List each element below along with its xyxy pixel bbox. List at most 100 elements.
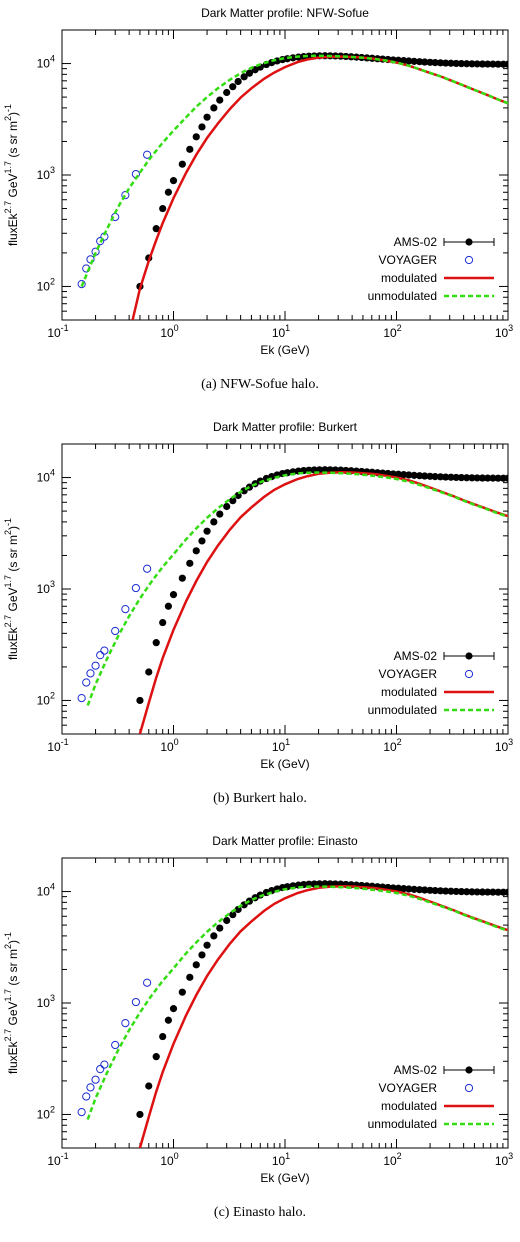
data-point-voyager (121, 1019, 130, 1028)
data-point-ams-02 (136, 696, 144, 705)
data-point-ams-02 (457, 59, 466, 68)
data-point-ams-02 (421, 58, 429, 66)
y-axis-label-part: fluxEk (6, 212, 20, 246)
x-tick-label-base: 10 (495, 1154, 509, 1168)
legend-label-ams-02: AMS-02 (394, 1063, 438, 1077)
data-point-ams-02 (442, 473, 450, 481)
y-axis-label-part: 1.7 (3, 161, 13, 174)
x-tick-label-exp: -1 (61, 737, 69, 747)
data-point-ams-02 (186, 973, 194, 981)
x-axis-label: Ek (GeV) (260, 757, 309, 771)
y-tick-label: 104 (37, 468, 55, 485)
x-tick-label: 102 (383, 1151, 401, 1168)
y-tick-label: 102 (37, 690, 55, 707)
y-axis-label-part: ) (6, 112, 20, 116)
y-axis-label-part: GeV (6, 1001, 20, 1028)
data-point-ams-02 (210, 104, 218, 112)
legend-label-ams-02: AMS-02 (394, 235, 438, 249)
legend-label-modulated: modulated (381, 1099, 437, 1113)
data-point-voyager (86, 1083, 95, 1092)
chart-title: Dark Matter profile: Burkert (213, 420, 358, 434)
data-point-ams-02 (159, 1032, 167, 1041)
x-tick-label: 101 (272, 323, 290, 340)
y-axis-label: fluxEk2.7 GeV1.7 (s sr m2)-1 (3, 518, 20, 660)
legend-label-modulated: modulated (381, 271, 437, 285)
data-point-ams-02 (169, 177, 178, 185)
y-tick-label-base: 10 (37, 693, 51, 707)
data-point-ams-02 (447, 473, 455, 481)
data-point-ams-02 (192, 961, 200, 969)
data-point-ams-02 (159, 204, 167, 213)
x-tick-label-base: 10 (160, 740, 174, 754)
data-point-voyager (131, 997, 140, 1007)
data-point-voyager (82, 678, 91, 687)
x-tick-label-exp: 0 (174, 737, 179, 747)
x-tick-label: 101 (272, 1151, 290, 1168)
data-point-voyager (121, 605, 130, 614)
data-point-ams-02 (223, 916, 231, 925)
x-tick-label: 100 (160, 323, 178, 340)
data-point-voyager (77, 279, 86, 289)
data-point-ams-02 (431, 472, 439, 481)
data-point-ams-02 (400, 471, 408, 479)
x-tick-label: 102 (383, 737, 401, 754)
y-axis-label-part: fluxEk (6, 1040, 20, 1074)
data-point-ams-02 (289, 54, 297, 62)
data-point-ams-02 (436, 59, 445, 67)
data-point-ams-02 (216, 510, 224, 518)
y-tick-label: 104 (37, 882, 55, 899)
data-point-ams-02 (473, 60, 481, 68)
y-tick-label-base: 10 (37, 168, 51, 182)
chart-title: Dark Matter profile: Einasto (212, 834, 358, 848)
data-point-ams-02 (405, 57, 413, 65)
data-point-ams-02 (436, 473, 445, 481)
data-point-ams-02 (394, 884, 402, 892)
data-point-ams-02 (468, 888, 476, 896)
y-tick-label: 103 (37, 165, 55, 182)
chart-panel-einasto: Dark Matter profile: Einasto 10-1 100 101 10… (0, 828, 520, 1242)
data-point-voyager (86, 669, 95, 678)
legend-marker-ams-02 (465, 1066, 473, 1074)
x-tick-label-exp: -1 (61, 1151, 69, 1161)
data-point-ams-02 (484, 474, 492, 482)
plot-frame (61, 29, 509, 321)
y-tick-label-exp: 4 (50, 54, 55, 64)
x-tick-label-exp: 1 (285, 323, 290, 333)
data-point-ams-02 (452, 887, 460, 896)
legend-label-modulated: modulated (381, 685, 437, 699)
y-tick-label-base: 10 (37, 582, 51, 596)
data-point-ams-02 (431, 886, 439, 895)
data-point-ams-02 (216, 924, 224, 932)
data-point-voyager (77, 1107, 86, 1117)
x-tick-label-base: 10 (272, 1154, 286, 1168)
x-tick-label-base: 10 (383, 1154, 397, 1168)
x-tick-label: 10-1 (47, 737, 68, 754)
x-tick-label-exp: 0 (174, 323, 179, 333)
legend-marker-ams-02 (465, 238, 473, 246)
x-tick-label-base: 10 (47, 740, 61, 754)
data-point-ams-02 (210, 932, 218, 940)
y-axis-label-part: 2.7 (3, 615, 13, 628)
data-point-ams-02 (229, 83, 237, 91)
x-tick-label-base: 10 (160, 326, 174, 340)
x-tick-label-exp: 2 (397, 323, 402, 333)
x-tick-label: 103 (495, 1151, 513, 1168)
data-point-ams-02 (178, 160, 186, 168)
data-point-ams-02 (504, 60, 508, 68)
data-point-ams-02 (169, 1005, 178, 1013)
y-axis-label: fluxEk2.7 GeV1.7 (s sr m2)-1 (3, 932, 20, 1074)
y-axis-label-part: 1.7 (3, 575, 13, 588)
y-tick-label-exp: 2 (50, 690, 55, 700)
data-point-ams-02 (442, 887, 450, 895)
y-tick-label: 102 (37, 1104, 55, 1121)
data-point-ams-02 (240, 73, 248, 81)
data-point-ams-02 (223, 502, 231, 511)
legend-label-unmodulated: unmodulated (368, 289, 437, 303)
data-point-voyager (77, 693, 86, 703)
data-point-ams-02 (203, 941, 211, 949)
y-axis-label-part: 1.7 (3, 989, 13, 1002)
figure-caption: (c) Einasto halo. (213, 1205, 307, 1220)
